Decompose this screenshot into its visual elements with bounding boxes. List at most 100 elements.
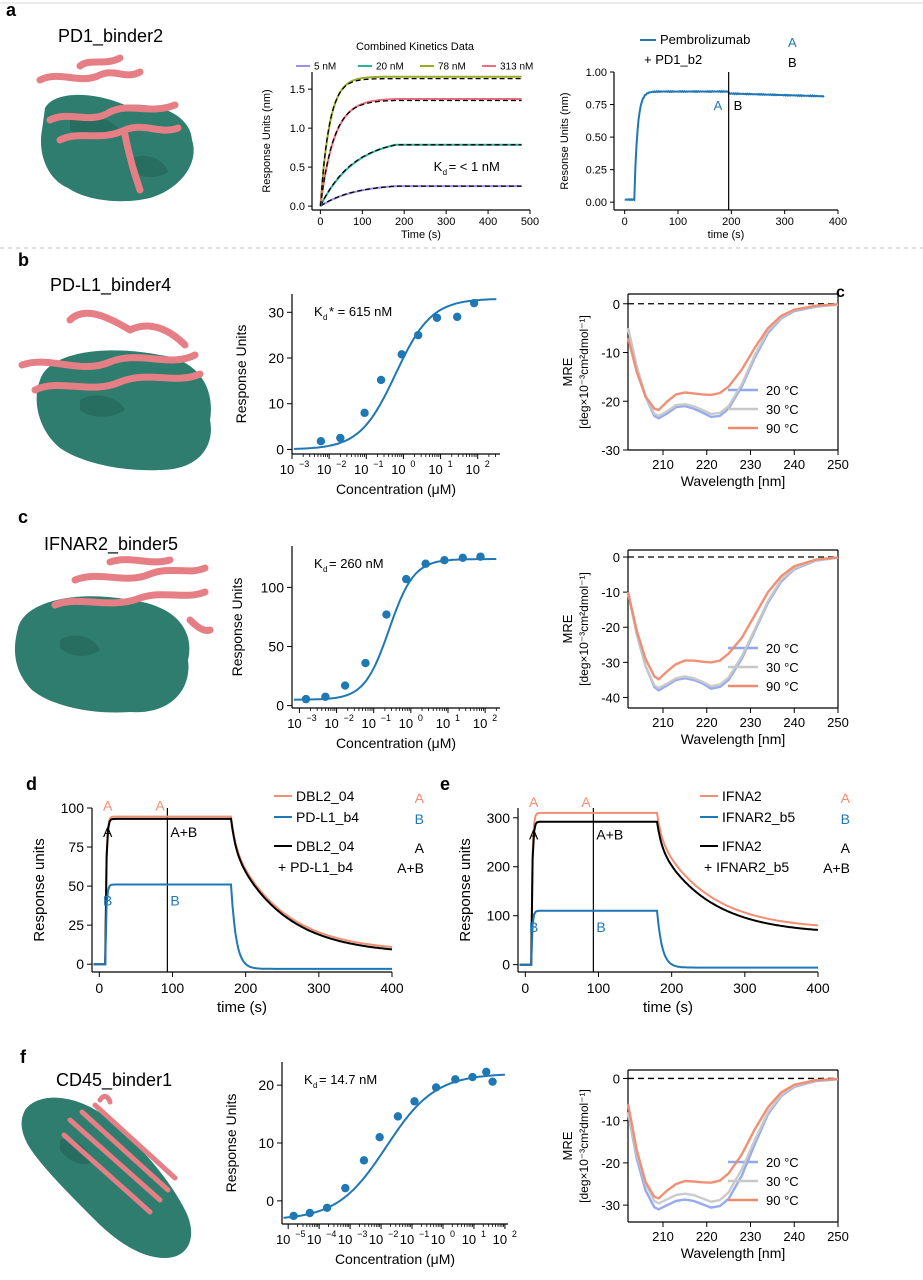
cd-curve-c90 <box>626 1077 839 1200</box>
x-tick-exp: −2 <box>388 1229 398 1239</box>
x-tick-label: 0 <box>622 216 628 228</box>
y-axis-label: Response Units (nm) <box>261 89 273 192</box>
label-b-blue: B <box>103 893 112 909</box>
chart-title: Combined Kinetics Data <box>356 41 475 53</box>
legend-tag-2: A <box>415 840 425 856</box>
y-tick-label: 0 <box>613 1071 620 1086</box>
x-tick-exp: −3 <box>306 713 316 723</box>
x-tick-base: 10 <box>462 1232 476 1247</box>
x-axis-label: time (s) <box>643 999 693 1016</box>
y-tick-label: -40 <box>601 690 620 705</box>
y-tick-label: 0 <box>266 1193 274 1209</box>
y-tick-label: 50 <box>68 878 84 894</box>
x-tick-exp: 2 <box>492 713 497 723</box>
legend-tag-1: B <box>415 811 424 827</box>
x-tick-base: 10 <box>354 462 368 477</box>
legend-label-c20: 20 °C <box>766 641 799 656</box>
x-tick-label: 400 <box>829 216 847 228</box>
x-tick-base: 10 <box>428 462 442 477</box>
y-tick-label: -30 <box>601 443 620 458</box>
y-axis-label: Resonse Units (nm) <box>559 92 571 189</box>
y-tick-label: 0 <box>276 698 284 714</box>
y-tick-label: -10 <box>601 1114 620 1129</box>
sensorgram-line-1 <box>93 817 393 966</box>
structure-image-c <box>14 556 214 713</box>
data-point-5 <box>375 1133 384 1142</box>
kd-annotation-k: K <box>314 304 323 319</box>
label-b-blue-2: B <box>596 919 605 935</box>
legend-tag-3: A+B <box>397 860 424 876</box>
data-point-5 <box>414 330 423 340</box>
x-tick-base: 10 <box>307 1232 321 1247</box>
cd-curve-c30 <box>626 1077 839 1205</box>
x-tick-label: 400 <box>380 980 404 996</box>
y-axis-label: Response units <box>31 838 48 941</box>
y-axis-label-units: [deg×10⁻³cm²dmol⁻¹] <box>577 572 591 686</box>
sensorgram-line-2 <box>93 883 392 970</box>
data-point-4 <box>359 1156 369 1165</box>
data-point-1 <box>321 692 330 701</box>
kd-annotation-sub: d <box>323 313 327 322</box>
x-tick-exp: −5 <box>295 1229 305 1239</box>
y-axis-label: MRE <box>560 357 575 386</box>
kd-annotation-sub: d <box>313 1081 317 1090</box>
y-axis-label-units: [deg×10⁻³cm²dmol⁻¹] <box>577 1089 591 1203</box>
kd-annotation-value: = 14.7 nM <box>319 1072 377 1087</box>
x-tick-exp: 1 <box>448 459 453 469</box>
data-point-1 <box>305 1208 315 1218</box>
x-tick-exp: −1 <box>381 713 391 723</box>
protein-name-b: PD-L1_binder4 <box>50 275 171 296</box>
x-tick-base: 10 <box>436 716 450 731</box>
x-tick-exp: 0 <box>410 459 415 469</box>
x-tick-label: 300 <box>733 980 757 996</box>
x-axis-label: time (s) <box>217 999 267 1016</box>
structure-image-a <box>36 54 194 202</box>
legend-label-3: 313 nM <box>500 62 533 73</box>
data-point-11 <box>482 1067 491 1077</box>
x-tick-exp: −3 <box>357 1229 367 1239</box>
x-tick-label: 0 <box>95 980 103 996</box>
data-point-7 <box>452 312 462 322</box>
kd-annotation-value: = 260 nM <box>329 556 384 571</box>
data-point-6 <box>421 559 430 568</box>
x-tick-label: 400 <box>479 216 497 228</box>
x-tick-base: 10 <box>493 1232 507 1247</box>
legend-label-2: IFNA2 <box>722 838 762 854</box>
y-tick-label: 10 <box>268 396 284 412</box>
protein-name-a: PD1_binder2 <box>58 26 163 47</box>
data-point-0 <box>289 1211 298 1221</box>
x-tick-exp: 2 <box>512 1229 517 1239</box>
x-tick-label: 220 <box>696 1229 718 1244</box>
legend-label-0: IFNA2 <box>722 788 762 804</box>
x-tick-base: 10 <box>400 1232 414 1247</box>
y-tick-label: 0 <box>613 297 620 312</box>
y-tick-label: -10 <box>601 346 620 361</box>
y-tick-label: 0 <box>613 550 620 565</box>
data-point-6 <box>432 313 442 322</box>
x-tick-label: 300 <box>307 980 331 996</box>
x-tick-label: 500 <box>521 216 539 228</box>
x-tick-base: 10 <box>324 716 338 731</box>
structure-image-f <box>21 1093 192 1258</box>
label-ab-black: A+B <box>170 824 197 840</box>
y-tick-label: 1.00 <box>586 67 607 79</box>
data-point-7 <box>410 1097 419 1106</box>
y-tick-label: 100 <box>261 579 285 595</box>
x-tick-exp: 2 <box>485 459 490 469</box>
panel-label-c: c <box>18 507 28 527</box>
legend-label-0: DBL2_04 <box>296 788 355 804</box>
label-a: A <box>714 98 723 113</box>
protein-name-c: IFNAR2_binder5 <box>44 534 178 555</box>
x-tick-exp: −2 <box>336 459 346 469</box>
y-tick-label: 0 <box>76 956 84 972</box>
x-tick-label: 250 <box>827 1229 849 1244</box>
y-axis-label: MRE <box>560 614 575 643</box>
legend-label-c30: 30 °C <box>766 402 799 417</box>
x-tick-label: 100 <box>161 980 185 996</box>
kinetics-fit-0 <box>320 185 522 207</box>
